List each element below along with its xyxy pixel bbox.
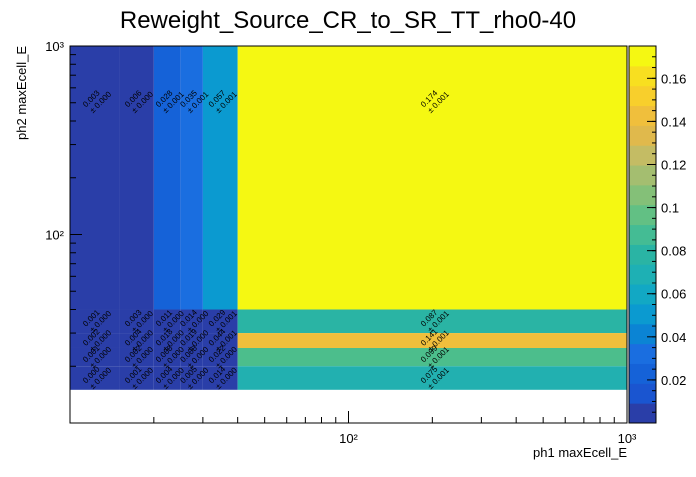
heatmap-cell — [70, 333, 120, 348]
heatmap-cell — [202, 347, 238, 367]
colorbar-swatch — [629, 244, 656, 265]
cells-layer — [70, 46, 627, 390]
colorbar-tick-label: 0.04 — [661, 330, 686, 345]
y-tick-label: 10³ — [45, 39, 64, 54]
heatmap-cell — [119, 333, 154, 348]
heatmap-cell — [70, 366, 120, 390]
heatmap-cell — [153, 347, 181, 367]
colorbar-swatch — [629, 85, 656, 107]
heatmap-cell — [237, 309, 627, 334]
heatmap-cell — [70, 309, 120, 334]
colorbar-swatch — [629, 105, 656, 126]
colorbar-tick-label: 0.06 — [661, 287, 686, 302]
heatmap-cell — [70, 347, 120, 367]
x-tick-label: 10² — [339, 431, 358, 446]
y-tick-label: 10² — [45, 228, 64, 243]
heatmap-cell — [180, 46, 203, 310]
colorbar-swatch — [629, 383, 656, 404]
colorbar-swatch — [629, 46, 656, 67]
colorbar-swatch — [629, 125, 656, 146]
colorbar-swatch — [629, 403, 656, 424]
heatmap-cell — [119, 309, 154, 334]
colorbar-frame — [628, 45, 657, 424]
colorbar-swatch — [629, 264, 656, 285]
heatmap-cell — [180, 333, 203, 348]
heatmap-cell — [202, 333, 238, 348]
heatmap-cell — [153, 333, 181, 348]
colorbar-tick-label: 0.02 — [661, 373, 686, 388]
heatmap-cell — [153, 366, 181, 390]
heatmap-cell — [180, 347, 203, 367]
colorbar-tick-label: 0.14 — [661, 114, 686, 129]
heatmap-cell — [153, 46, 181, 310]
y-axis-label: ph2 maxEcell_E — [14, 46, 29, 140]
axes-layer: 10² 10³ 10² 10³ — [45, 39, 637, 446]
heatmap-cell — [237, 46, 627, 310]
colorbar-swatch — [629, 65, 656, 87]
heatmap-cell — [70, 46, 120, 310]
colorbar-swatch — [629, 184, 656, 206]
heatmap-cell — [202, 309, 238, 334]
x-axis-label: ph1 maxEcell_E — [533, 445, 627, 460]
heatmap-cell — [202, 46, 238, 310]
colorbar-swatch — [629, 303, 656, 325]
colorbar-tick-label: 0.12 — [661, 157, 686, 172]
heatmap-cell — [237, 366, 627, 390]
heatmap-cell — [202, 366, 238, 390]
colorbar: 0.02 0.04 0.06 0.08 0.1 0.12 0.14 0.16 — [628, 45, 686, 424]
colorbar-swatch — [629, 224, 656, 245]
colorbar-tick-label: 0.08 — [661, 244, 686, 259]
heatmap-cell — [153, 309, 181, 334]
colorbar-swatch — [629, 145, 656, 166]
heatmap-cell — [237, 347, 627, 367]
colorbar-swatch — [629, 363, 656, 384]
heatmap-cell — [119, 366, 154, 390]
colorbar-swatch — [629, 204, 656, 226]
colorbar-swatch — [629, 284, 656, 305]
colorbar-swatch — [629, 323, 656, 345]
colorbar-tick-label: 0.16 — [661, 71, 686, 86]
heatmap-cell — [180, 366, 203, 390]
heatmap-cell — [119, 46, 154, 310]
chart-title: Reweight_Source_CR_to_SR_TT_rho0-40 — [120, 7, 576, 34]
colorbar-tick-label: 0.1 — [661, 201, 679, 216]
heatmap-cell — [180, 309, 203, 334]
heatmap-cell — [119, 347, 154, 367]
heatmap-cell — [237, 333, 627, 348]
colorbar-swatch — [629, 165, 656, 186]
colorbar-swatch — [629, 343, 656, 364]
x-tick-label: 10³ — [618, 431, 637, 446]
